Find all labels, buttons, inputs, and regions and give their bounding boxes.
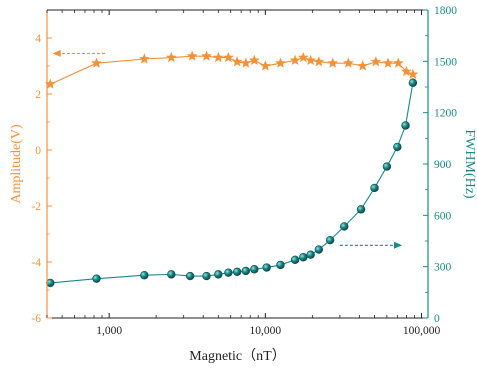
fwhm-point [306,250,315,259]
y-axis-title-left: Amplitude(V) [9,124,24,204]
amplitude-point [201,50,212,61]
fwhm-point [340,222,349,231]
amplitude-point [289,54,301,66]
amplitude-point [407,68,419,80]
labels-layer: Magnetic（nT） Amplitude(V) FWHM(Hz) [9,124,477,364]
amplitude-point [400,65,412,77]
amplitude-point [357,60,369,71]
fwhm-point [325,235,335,245]
fwhm-point [92,274,101,283]
fwhm-point [314,245,324,254]
amplitude-point [248,54,260,66]
fwhm-point [241,266,251,276]
fwhm-point [276,260,285,270]
x-axis-title: Magnetic（nT） [189,348,285,364]
y-tick-label-left: -6 [31,313,41,325]
fwhm-point [290,255,300,265]
y-tick-label-left: -2 [31,201,41,213]
amplitude-point [165,51,177,63]
fwhm-point [356,205,366,214]
fwhm-point [140,271,149,280]
amplitude-point [392,57,404,68]
x-tick-label: 10,000 [250,325,282,337]
y-tick-label-right: 0 [434,313,440,325]
fwhm-point [185,271,195,281]
amplitude-point [382,57,394,68]
y-tick-label-left: -4 [31,257,41,269]
amplitude-point [186,50,198,61]
y-axis-title-right: FWHM(Hz) [462,129,477,199]
fwhm-point [214,270,223,279]
amplitude-point [370,56,382,67]
series-layer [44,50,419,288]
y-tick-label-right: 300 [434,262,452,274]
fwhm-point [408,78,418,87]
x-tick-label: 100,000 [403,325,441,337]
fwhm-point [401,121,410,130]
amplitude-point [259,60,271,71]
y-tick-label-left: 2 [35,89,41,101]
fwhm-point [382,162,392,171]
amplitude-point [231,56,243,67]
amplitude-point [91,57,102,68]
x-tick-label: 1,000 [96,325,122,337]
axes-layer: 1,000 10,000 100,000 -6 -4 -2 0 2 4 0 300 600 900 120… [31,5,457,337]
fwhm-point [299,253,308,262]
amplitude-point [212,51,224,63]
y-tick-label-right: 900 [434,159,452,171]
fwhm-point [393,142,402,152]
amplitude-point [138,53,150,64]
amplitude-point [313,56,325,67]
fwhm-line [50,82,414,284]
fwhm-point [250,265,259,274]
arrow-layer [52,49,403,249]
y-tick-label-left: 4 [35,33,41,45]
y-tick-label-right: 1200 [434,108,457,120]
fwhm-point [224,268,233,277]
y-tick-label-right: 1800 [434,5,457,17]
y-tick-label-left: 0 [35,145,41,157]
amplitude-point [297,51,309,63]
amplitude-line [50,55,414,85]
fwhm-point [232,267,242,276]
y-tick-label-right: 600 [434,210,452,222]
fwhm-point [262,263,271,272]
y-tick-label-right: 1500 [434,56,457,68]
amplitude-point [275,57,286,68]
amplitude-point [327,57,339,68]
arrow-head [394,241,403,249]
amplitude-point [222,51,234,63]
fwhm-point [370,183,379,193]
fwhm-point [167,270,176,279]
fwhm-point [202,271,211,281]
amplitude-point [240,57,252,68]
arrow-head [52,49,61,57]
amplitude-point [342,57,354,68]
amplitude-point [305,54,317,66]
